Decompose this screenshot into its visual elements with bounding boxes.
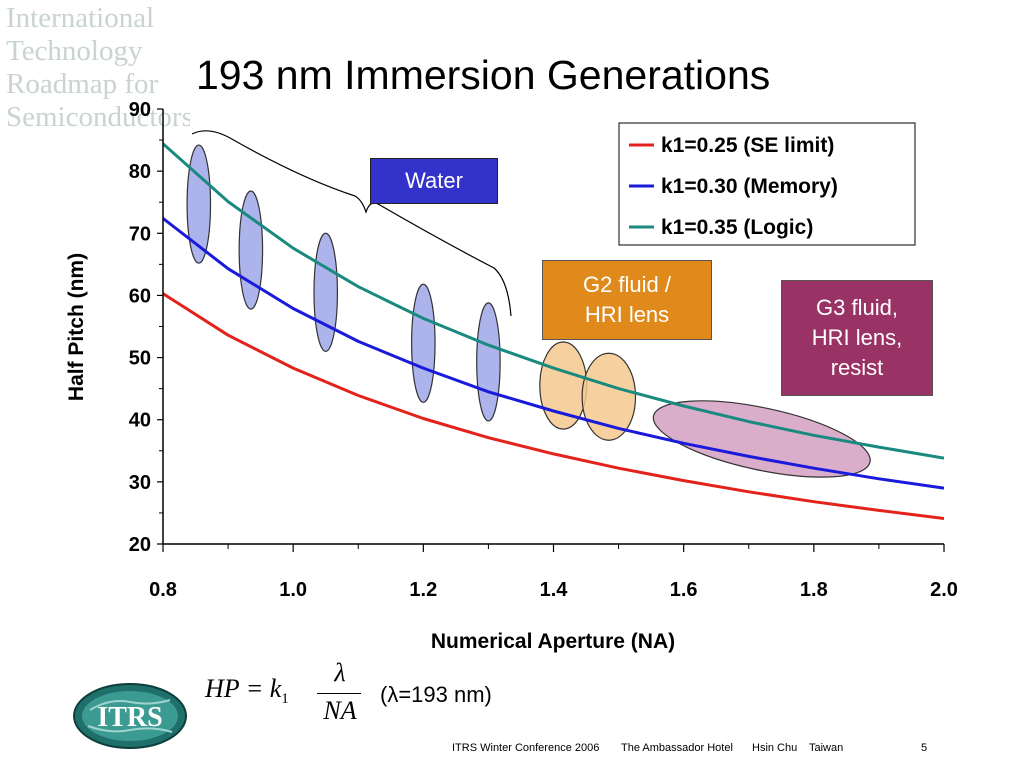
y-tick-label: 40 (129, 410, 151, 432)
slide-title: 193 nm Immersion Generations (196, 52, 771, 98)
wavelength-note: (λ=193 nm) (380, 682, 492, 707)
x-tick-label: 1.6 (670, 579, 698, 601)
background-logo: International Technology Roadmap for Sem… (0, 0, 190, 200)
y-tick-label: 70 (129, 223, 151, 245)
legend-box (618, 122, 916, 246)
series-line (163, 292, 944, 520)
legend-label-memory: k1=0.30 (Memory) (661, 175, 838, 198)
y-tick-label: 60 (129, 285, 151, 307)
g2-label-line: G2 fluid / (582, 272, 672, 297)
region-ellipse (238, 190, 264, 310)
legend-label-logic: k1=0.35 (Logic) (661, 216, 813, 239)
background-logo-line: Technology (6, 35, 143, 67)
region-ellipse (539, 341, 588, 430)
background-logo-line: Semiconductors (6, 101, 190, 133)
g3-label-line: HRI lens, (811, 325, 903, 350)
x-tick-label: 2.0 (930, 579, 958, 601)
region-ellipse (476, 302, 501, 422)
itrs-logo-text: ITRS (97, 702, 162, 733)
legend-label-se-limit: k1=0.25 (SE limit) (661, 134, 834, 157)
y-tick-label: 20 (129, 534, 151, 556)
g3-label-box: G3 fluid, HRI lens, resist (781, 280, 933, 396)
x-tick-label: 0.8 (149, 579, 177, 601)
y-axis-title: Half Pitch (nm) (65, 253, 88, 401)
g3-label-line: resist (830, 355, 884, 380)
y-tick-label: 50 (129, 348, 151, 370)
g2-label-box: G2 fluid / HRI lens (542, 260, 712, 340)
series-line (163, 142, 944, 460)
water-label: Water (405, 168, 463, 193)
itrs-logo: ITRS (73, 683, 187, 749)
formula-lhs: HP = k (205, 674, 282, 703)
x-tick-label: 1.2 (409, 579, 437, 601)
y-tick-label: 80 (129, 161, 151, 183)
chart-series (163, 142, 944, 520)
y-tick-label: 30 (129, 472, 151, 494)
background-logo-line: International (6, 2, 155, 34)
formula-denominator: NA (323, 696, 357, 725)
half-pitch-formula: HP = k1 λ NA (205, 658, 365, 738)
region-ellipse (411, 283, 436, 403)
region-ellipse (186, 144, 212, 264)
water-label-box: Water (370, 158, 498, 204)
formula-fraction-bar (317, 693, 361, 694)
region-ellipse (313, 232, 339, 352)
g3-label-line: G3 fluid, (816, 295, 898, 320)
formula-subscript: 1 (281, 691, 289, 708)
region-ellipse (652, 400, 871, 478)
chart-legend: k1=0.25 (SE limit) k1=0.30 (Memory) k1=0… (618, 122, 916, 246)
y-tick-label: 90 (129, 99, 151, 121)
x-tick-label: 1.4 (540, 579, 569, 601)
chart-regions (186, 144, 871, 478)
formula-numerator: λ (334, 658, 346, 687)
x-axis-title: Numerical Aperture (NA) (431, 630, 675, 653)
water-brace (191, 130, 512, 317)
series-line (163, 217, 944, 490)
g2-label-line: HRI lens (584, 302, 670, 327)
chart-ticks: 20 30 40 50 60 70 80 90 0.8 1.0 1.2 1.4 1.6 1.8 2.0 (129, 99, 958, 601)
x-tick-label: 1.8 (800, 579, 828, 601)
x-tick-label: 1.0 (279, 579, 307, 601)
background-logo-line: Roadmap for (6, 68, 159, 100)
region-ellipse (581, 352, 637, 441)
